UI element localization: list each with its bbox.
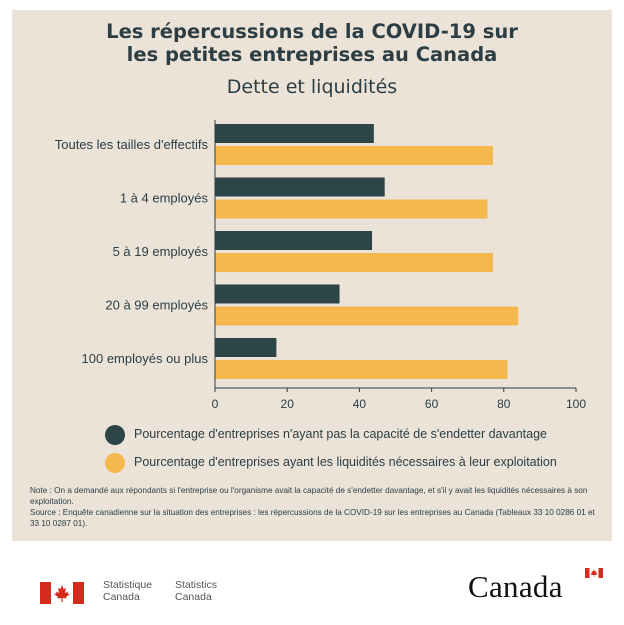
wordmark-flag-icon xyxy=(585,568,603,578)
agency-name-french: Statistique Canada xyxy=(103,579,153,603)
x-tick-label-5: 100 xyxy=(566,397,586,411)
x-tick-label-4: 80 xyxy=(497,397,511,411)
legend-swatch-debt xyxy=(105,425,125,445)
legend-label-liquidity: Pourcentage d'entreprises ayant les liqu… xyxy=(134,455,557,469)
chart-subtitle: Dette et liquidités xyxy=(226,76,398,98)
x-tick-label-0: 0 xyxy=(212,397,219,411)
chart-notes: Note : On a demandé aux répondants si l'… xyxy=(30,485,605,529)
category-label-0: Toutes les tailles d'effectifs xyxy=(55,137,209,152)
category-label-4: 100 employés ou plus xyxy=(82,351,209,366)
bar-liquidity-3 xyxy=(215,306,519,326)
legend-item-liquidity: Pourcentage d'entreprises ayant les liqu… xyxy=(12,453,612,475)
legend-item-debt: Pourcentage d'entreprises n'ayant pas la… xyxy=(12,425,612,447)
bar-liquidity-4 xyxy=(215,360,508,379)
bar-debt-4 xyxy=(215,338,277,357)
bar-liquidity-2 xyxy=(215,253,493,272)
bar-chart: Toutes les tailles d'effectifs 1 à 4 empl… xyxy=(55,120,586,411)
bar-liquidity-1 xyxy=(215,199,488,219)
canada-wordmark: Canada xyxy=(468,569,563,604)
statcan-flag-icon xyxy=(40,582,84,604)
title-line-2: les petites entreprises au Canada xyxy=(126,43,498,66)
note-text: Note : On a demandé aux répondants si l'… xyxy=(30,486,588,506)
bar-debt-1 xyxy=(215,177,385,197)
x-tick-label-2: 40 xyxy=(353,397,367,411)
x-tick-label-1: 20 xyxy=(281,397,295,411)
agency-name-english: Statistics Canada xyxy=(175,579,218,603)
infographic-card: Les répercussions de la COVID-19 sur les… xyxy=(12,10,612,615)
bar-debt-0 xyxy=(215,124,374,143)
chart-title: Les répercussions de la COVID-19 sur les… xyxy=(12,20,612,66)
source-text: Source : Enquête canadienne sur la situa… xyxy=(30,508,595,528)
bar-debt-2 xyxy=(215,231,373,250)
category-label-3: 20 à 99 employés xyxy=(105,298,208,313)
legend-swatch-liquidity xyxy=(105,453,125,473)
category-label-1: 1 à 4 employés xyxy=(120,191,209,206)
x-tick-label-3: 60 xyxy=(425,397,439,411)
category-label-2: 5 à 19 employés xyxy=(113,244,209,259)
footer: Statistique Canada Statistics Canada Can… xyxy=(12,541,612,615)
bar-debt-3 xyxy=(215,284,340,304)
legend-label-debt: Pourcentage d'entreprises n'ayant pas la… xyxy=(134,427,547,441)
title-line-1: Les répercussions de la COVID-19 sur xyxy=(106,20,518,43)
bar-liquidity-0 xyxy=(215,146,493,165)
